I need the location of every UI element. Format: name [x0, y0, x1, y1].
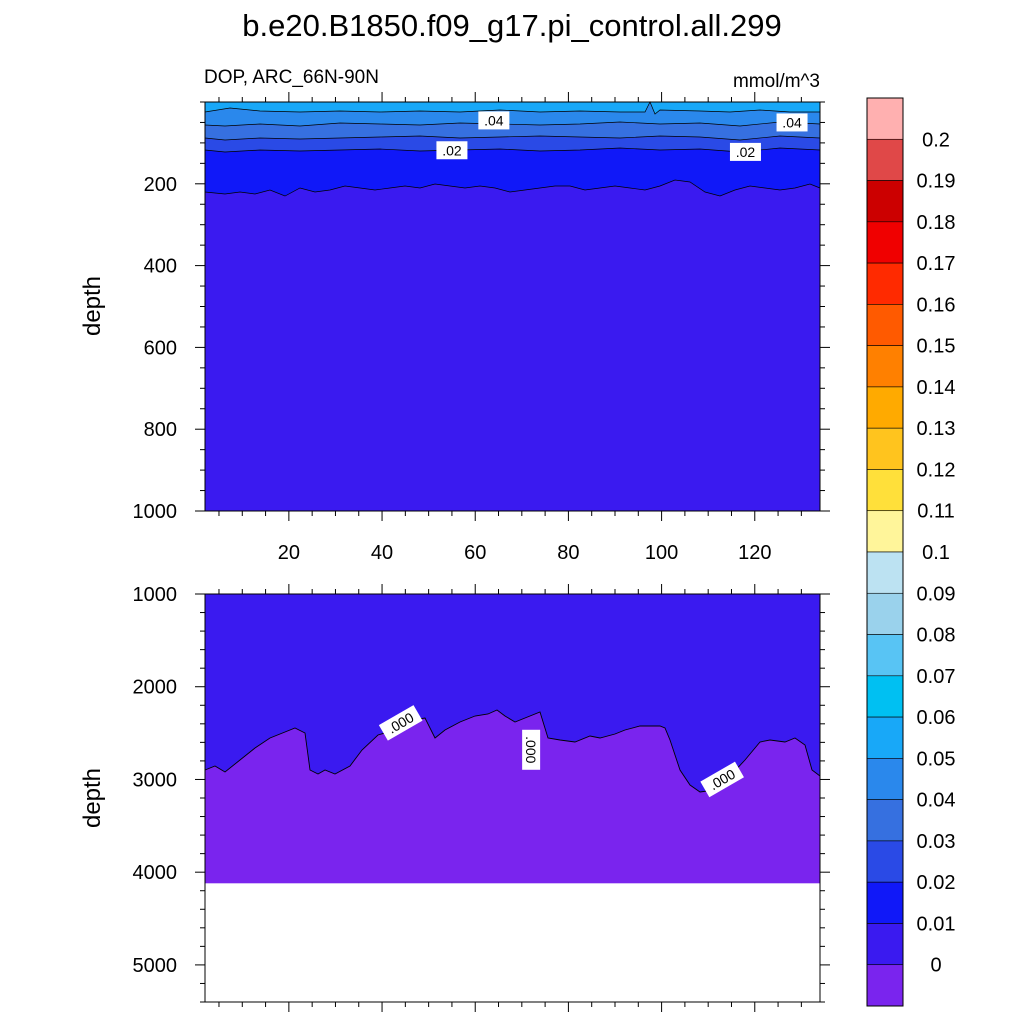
lower-panel: .000.000.000 1000 2000 3000 4000 5000 depth — [79, 584, 830, 1012]
colorbar: 0.2 0.19 0.18 0.17 0.16 0.15 0.14 0.13 0.12 0.11 0… — [866, 97, 956, 1007]
lower-y-tick-label: 2000 — [133, 677, 178, 699]
colorbar-box — [866, 138, 904, 181]
colorbar-box — [866, 923, 904, 966]
upper-contour-label-box — [436, 141, 468, 160]
upper-x-tick-label: 60 — [464, 542, 486, 564]
lower-contour-label-box — [700, 761, 744, 798]
colorbar-box — [866, 716, 904, 759]
colorbar-label: 0.11 — [917, 501, 954, 523]
upper-fill-layers — [204, 101, 821, 511]
colorbar-label: 0.15 — [917, 336, 956, 358]
upper-y-tick-label: 1000 — [133, 501, 178, 523]
colorbar-box — [866, 592, 904, 635]
lower-contour-label: .000 — [522, 729, 541, 770]
colorbar-label: 0.02 — [917, 872, 956, 894]
upper-contour-label-text: .04 — [484, 112, 504, 128]
lower-contour-labels: .000.000.000 — [378, 705, 744, 798]
lower-y-axis-label: depth — [79, 768, 106, 828]
colorbar-label: 0 — [930, 955, 941, 977]
colorbar-label: 0.09 — [917, 583, 956, 605]
figure-title: b.e20.B1850.f09_g17.pi_control.all.299 — [242, 8, 782, 43]
upper-x-tick-label: 120 — [738, 542, 771, 564]
lower-y-tick-label: 1000 — [133, 584, 178, 606]
colorbar-box — [866, 758, 904, 800]
colorbar-box — [866, 469, 904, 512]
colorbar-label: 0.12 — [917, 459, 956, 481]
lower-axes: 1000 2000 3000 4000 5000 — [133, 584, 830, 1012]
colorbar-box — [866, 180, 904, 223]
colorbar-label: 0.06 — [917, 707, 956, 729]
lower-contour-label-text: .000 — [523, 736, 539, 763]
colorbar-box — [866, 427, 904, 470]
colorbar-box — [866, 840, 904, 883]
upper-contour-label-box — [729, 142, 761, 161]
colorbar-label: 0.01 — [917, 913, 956, 935]
colorbar-label: 0.18 — [917, 212, 956, 234]
upper-contour-label: .04 — [776, 113, 808, 132]
colorbar-label: 0.16 — [917, 294, 956, 316]
upper-y-tick-label: 200 — [144, 174, 177, 196]
colorbar-box — [866, 221, 904, 264]
colorbar-box — [866, 97, 904, 140]
colorbar-label: 0.19 — [917, 171, 956, 193]
lower-fill-0-0.01 — [205, 594, 820, 792]
colorbar-label: 0.1 — [922, 542, 950, 564]
colorbar-box — [866, 386, 904, 429]
colorbar-label: 0.08 — [917, 625, 956, 647]
colorbar-label: 0.05 — [917, 748, 956, 770]
upper-contour-labels: .04 .04 .02 .02 — [436, 111, 808, 161]
colorbar-box — [866, 262, 904, 305]
upper-contour-label-box — [478, 111, 510, 130]
units-label: mmol/m^3 — [733, 71, 820, 92]
upper-contour-label-text: .04 — [782, 114, 802, 130]
upper-contour-label: .02 — [436, 141, 468, 160]
colorbar-box — [866, 799, 904, 842]
upper-x-tick-label: 20 — [278, 542, 300, 564]
colorbar-box — [866, 345, 904, 388]
upper-contour-label-box — [776, 113, 808, 132]
colorbar-box — [866, 964, 904, 1007]
upper-y-tick-label: 600 — [144, 337, 177, 359]
upper-y-tick-label: 800 — [144, 419, 177, 441]
upper-x-tick-label: 100 — [645, 542, 678, 564]
colorbar-box — [866, 634, 904, 677]
colorbar-box — [866, 510, 904, 553]
upper-panel: .04 .04 .02 .02 20 40 60 80 100 120 200 400 600 800 1… — [79, 92, 830, 564]
upper-y-axis-label: depth — [79, 276, 106, 336]
upper-contour-label: .02 — [729, 142, 761, 161]
upper-x-tick-label: 40 — [371, 542, 393, 564]
colorbar-label: 0.07 — [917, 666, 956, 688]
colorbar-label: 0.17 — [917, 253, 956, 275]
colorbar-box — [866, 881, 904, 924]
upper-fill-0.05-0.06 — [205, 102, 820, 114]
lower-y-tick-label: 3000 — [133, 769, 178, 791]
colorbar-frame — [866, 97, 904, 1007]
upper-y-tick-label: 400 — [144, 256, 177, 278]
colorbar-box — [866, 304, 904, 346]
lower-contour-label-box — [522, 729, 541, 770]
upper-contour-label: .04 — [478, 111, 510, 130]
variable-label: DOP, ARC_66N-90N — [204, 67, 379, 88]
colorbar-label: 0.04 — [917, 790, 956, 812]
upper-contour-label-text: .02 — [736, 144, 756, 160]
lower-y-tick-label: 4000 — [133, 862, 178, 884]
colorbar-box — [866, 675, 904, 718]
upper-contour-label-text: .02 — [442, 142, 462, 158]
lower-contour-label-box — [378, 705, 423, 741]
colorbar-box — [866, 551, 904, 594]
colorbar-label: 0.03 — [917, 831, 956, 853]
upper-x-tick-label: 80 — [557, 542, 579, 564]
colorbar-label: 0.14 — [917, 377, 956, 399]
upper-axes: 20 40 60 80 100 120 200 400 600 800 1000 — [133, 92, 830, 564]
colorbar-label: 0.2 — [922, 129, 950, 151]
lower-y-tick-label: 5000 — [133, 955, 178, 977]
colorbar-label: 0.13 — [917, 418, 956, 440]
